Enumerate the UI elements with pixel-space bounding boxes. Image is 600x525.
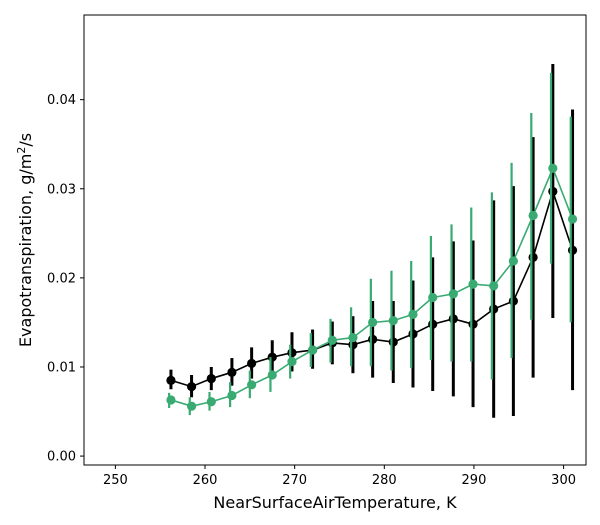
data-point (489, 304, 499, 314)
series-1 (166, 72, 578, 416)
data-point (567, 245, 578, 255)
y-tick-label: 0.02 (47, 271, 76, 286)
data-point (227, 367, 237, 377)
y-tick-label: 0.04 (47, 93, 76, 108)
data-point (548, 163, 558, 173)
y-tick-label: 0.03 (47, 182, 76, 197)
data-point (428, 319, 438, 329)
data-point (186, 401, 197, 411)
data-point (489, 281, 499, 291)
data-point (428, 292, 438, 303)
data-point (508, 296, 518, 306)
series-layer (166, 64, 578, 418)
x-axis-label: NearSurfaceAirTemperature, K (213, 493, 457, 512)
y-tick-label: 0.01 (47, 360, 76, 375)
data-point (448, 314, 458, 324)
x-tick-label: 280 (372, 473, 397, 488)
data-point (327, 335, 337, 345)
x-tick-label: 300 (551, 473, 576, 488)
data-point (166, 395, 176, 405)
series-0 (166, 64, 578, 418)
x-tick-label: 260 (193, 473, 218, 488)
data-point (267, 352, 277, 362)
x-tick-label: 270 (282, 473, 307, 488)
data-point (247, 358, 257, 369)
data-point (307, 345, 318, 355)
data-point (468, 319, 478, 329)
data-point (227, 390, 237, 401)
data-point (166, 375, 176, 385)
x-axis: 250 260 270 280 290 300 (103, 465, 576, 488)
data-point (287, 348, 297, 358)
y-axis-label-main: Evapotranspiration, g/m (16, 154, 35, 347)
y-tick-label: 0.00 (47, 450, 76, 465)
data-point (528, 210, 538, 221)
data-point (528, 252, 538, 262)
y-axis-label-superscript: 2 (15, 147, 28, 154)
data-point (206, 373, 216, 384)
data-point (186, 381, 197, 392)
data-point (408, 329, 418, 339)
x-tick-label: 250 (103, 473, 128, 488)
data-point (468, 279, 478, 289)
data-point (267, 370, 277, 380)
data-point (348, 332, 358, 343)
x-tick-label: 290 (462, 473, 487, 488)
data-point (448, 289, 458, 299)
data-point (567, 214, 578, 224)
data-point (388, 337, 398, 347)
data-point (508, 256, 518, 266)
data-point (368, 334, 378, 344)
data-point (247, 380, 257, 390)
data-point (287, 357, 297, 367)
data-point (388, 316, 398, 326)
data-point (408, 309, 418, 320)
data-point (548, 186, 558, 197)
plot-frame (83, 14, 587, 466)
data-point (206, 397, 216, 407)
y-axis-label-tail: /s (16, 133, 35, 147)
data-point (368, 317, 378, 328)
y-axis: 0.00 0.01 0.02 0.03 0.04 (47, 93, 84, 465)
y-axis-label: Evapotranspiration, g/m2/s (15, 133, 35, 347)
